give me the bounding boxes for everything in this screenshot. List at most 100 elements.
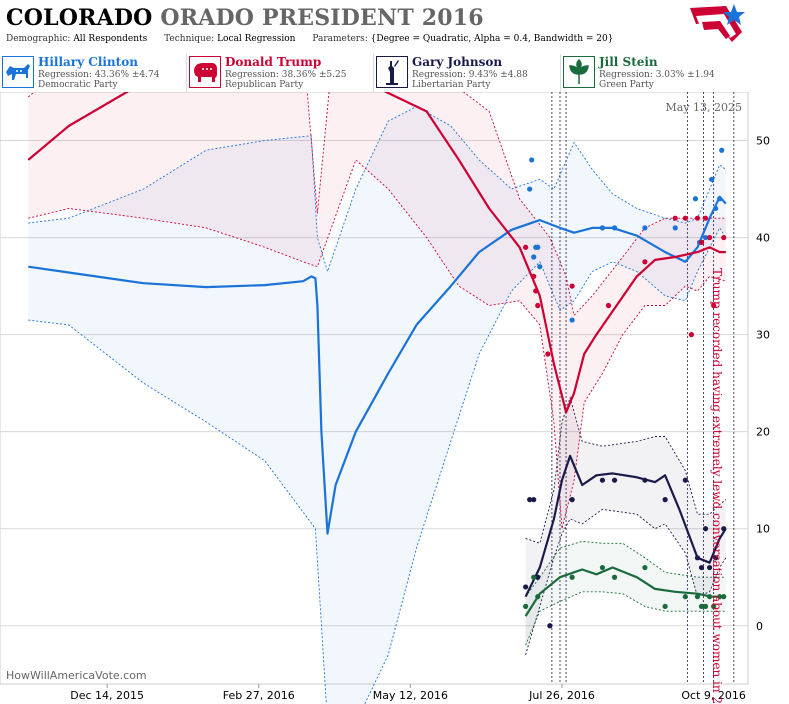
y-tick-label: 50 [756, 135, 770, 148]
candidate-regression: Regression: 9.43% ±4.88 [412, 70, 528, 80]
jill-stein-poll-point [721, 594, 727, 600]
plot-frame [0, 92, 749, 685]
gary-johnson-poll-point [662, 497, 668, 503]
hillary-clinton-poll-point [713, 205, 719, 212]
candidate-name: Jill Stein [599, 55, 658, 69]
candidate-party: Green Party [599, 80, 654, 90]
chart-date: May 13, 2025 [665, 101, 742, 114]
candidate-card-clinton: Hillary Clinton Regression: 43.36% ±4.74… [0, 54, 187, 92]
jill-stein-poll-point [611, 574, 618, 580]
jill-stein-poll-point [711, 603, 717, 609]
x-tick-label: May 12, 2016 [373, 689, 448, 702]
parameters-value: {Degree = Quadratic, Alpha = 0.4, Bandwi… [370, 34, 614, 44]
hillary-clinton-poll-point [535, 244, 541, 250]
x-tick-label: Jul 26, 2016 [528, 689, 595, 702]
gary-johnson-poll-point [535, 574, 541, 580]
y-tick-label: 20 [756, 426, 770, 439]
grid [0, 140, 748, 627]
hillary-clinton-poll-point [672, 225, 678, 231]
candidate-party: Republican Party [225, 80, 304, 90]
hillary-clinton-poll-point [531, 254, 537, 260]
gary-johnson-poll-point [694, 555, 701, 561]
donald-trump-poll-point [533, 288, 539, 294]
donald-trump-poll-point [688, 332, 694, 338]
y-tick-label: 30 [756, 329, 770, 342]
candidate-party: Democratic Party [38, 80, 118, 90]
gary-johnson-poll-point [527, 497, 533, 503]
hillary-clinton-poll-point [569, 317, 575, 323]
gary-johnson-poll-point [523, 584, 529, 590]
candidate-name: Gary Johnson [412, 55, 503, 69]
candidate-regression: Regression: 38.36% ±5.25 [225, 70, 347, 80]
gary-johnson-lower-bound [525, 508, 727, 656]
jill-stein-poll-point [702, 603, 709, 609]
hillary-clinton-poll-point [527, 186, 533, 192]
gary-johnson-poll-point [547, 623, 553, 629]
gary-johnson-poll-point [531, 497, 537, 503]
donald-trump-poll-point [702, 215, 709, 221]
jill-stein-poll-point [706, 594, 713, 600]
jill-stein-poll-point [523, 603, 529, 609]
jill-stein-poll-point [682, 594, 688, 600]
jill-stein-upper-bound [525, 540, 726, 597]
hillary-clinton-upper-bound [28, 106, 727, 273]
donald-trump-poll-point [605, 302, 612, 309]
x-tick-label: Dec 14, 2015 [70, 689, 144, 702]
y-tick-label: 0 [756, 620, 763, 633]
candidate-card-trump: Donald Trump Regression: 38.36% ±5.25 Re… [187, 54, 374, 92]
gary-johnson-poll-point [599, 477, 606, 483]
donald-trump-poll-point [672, 215, 678, 221]
demographic-label: Demographic: [6, 34, 71, 44]
gary-johnson-poll-point [611, 477, 618, 483]
x-axis-ticks: Dec 14, 2015 Feb 27, 2016 May 12, 2016 Jul … [70, 684, 746, 702]
leaf-icon [563, 56, 595, 88]
donald-trump-poll-point [694, 215, 701, 221]
donald-trump-poll-point [535, 302, 541, 309]
donald-trump-poll-point [721, 234, 727, 241]
x-tick-label: Feb 27, 2016 [223, 689, 295, 702]
confidence-bands [28, 92, 726, 704]
hillary-clinton-poll-point [599, 225, 606, 231]
jill-stein-lower-bound [525, 591, 726, 646]
jill-stein-poll-point [662, 603, 668, 609]
candidate-card-stein: Jill Stein Regression: 3.03% ±1.94 Green… [561, 54, 747, 92]
hillary-clinton-poll-point [537, 264, 543, 270]
jill-stein-poll-point [694, 594, 701, 600]
hillary-clinton-regression-line [28, 195, 727, 535]
gary-johnson-poll-point [642, 477, 648, 483]
hillary-clinton-poll-point [611, 225, 618, 231]
donald-trump-poll-point [706, 234, 713, 241]
regression-lines [27, 92, 727, 617]
jill-stein-poll-point [698, 603, 705, 609]
jill-stein-poll-point [717, 594, 723, 600]
hillary-clinton-confidence-band [28, 106, 726, 704]
hillary-clinton-poll-point [692, 196, 699, 202]
candidate-regression: Regression: 3.03% ±1.94 [599, 70, 715, 80]
jill-stein-poll-point [599, 564, 606, 571]
gary-johnson-regression-line [524, 454, 727, 598]
y-tick-label: 40 [756, 232, 770, 245]
jill-stein-poll-point [642, 564, 648, 571]
technique-label: Technique: [164, 34, 215, 44]
gary-johnson-poll-point [698, 564, 705, 571]
y-axis-ticks: 0 10 20 30 40 50 [756, 135, 770, 633]
title-state: COLORADO [6, 5, 153, 31]
title-race: ORADO PRESIDENT 2016 [160, 5, 484, 31]
x-tick-label: Oct 9, 2016 [681, 689, 746, 702]
candidate-name: Hillary Clinton [38, 55, 138, 69]
jill-stein-regression-line [524, 566, 726, 617]
elephant-icon [189, 56, 221, 88]
donald-trump-lower-bound [28, 159, 726, 529]
gary-johnson-poll-point [702, 526, 709, 532]
candidate-regression: Regression: 43.36% ±4.74 [38, 70, 160, 80]
confidence-bounds [28, 92, 727, 704]
hillary-clinton-poll-point [702, 234, 709, 241]
demographic-value: All Respondents [73, 34, 148, 44]
donald-trump-poll-point [698, 239, 705, 246]
donald-trump-poll-point [642, 259, 648, 265]
jill-stein-poll-point [531, 574, 537, 580]
hillary-clinton-poll-point [709, 176, 715, 182]
gary-johnson-poll-point [706, 564, 713, 571]
polling-chart: 0 10 20 30 40 50 Dec 14, 2015 Feb 27, 2016 May … [0, 92, 770, 704]
donald-trump-regression-line [27, 92, 726, 414]
